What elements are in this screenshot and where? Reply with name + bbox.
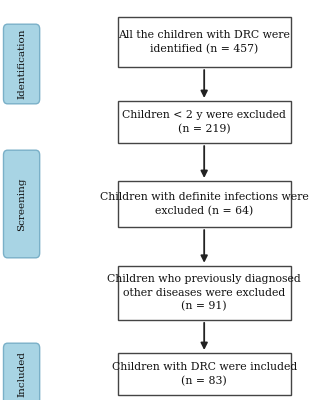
FancyBboxPatch shape — [3, 150, 40, 258]
FancyBboxPatch shape — [3, 24, 40, 104]
Text: Included: Included — [17, 351, 26, 397]
FancyBboxPatch shape — [118, 353, 290, 395]
Text: Screening: Screening — [17, 177, 26, 231]
Text: Identification: Identification — [17, 29, 26, 99]
FancyBboxPatch shape — [118, 181, 290, 227]
Text: Children with definite infections were
excluded (n = 64): Children with definite infections were e… — [100, 192, 308, 216]
FancyBboxPatch shape — [118, 101, 290, 143]
Text: Children who previously diagnosed
other diseases were excluded
(n = 91): Children who previously diagnosed other … — [107, 274, 301, 311]
Text: Children with DRC were included
(n = 83): Children with DRC were included (n = 83) — [112, 362, 297, 386]
Text: Children < 2 y were excluded
(n = 219): Children < 2 y were excluded (n = 219) — [122, 110, 286, 134]
FancyBboxPatch shape — [118, 17, 290, 67]
Text: All the children with DRC were
identified (n = 457): All the children with DRC were identifie… — [118, 30, 290, 54]
FancyBboxPatch shape — [118, 266, 290, 320]
FancyBboxPatch shape — [3, 343, 40, 400]
